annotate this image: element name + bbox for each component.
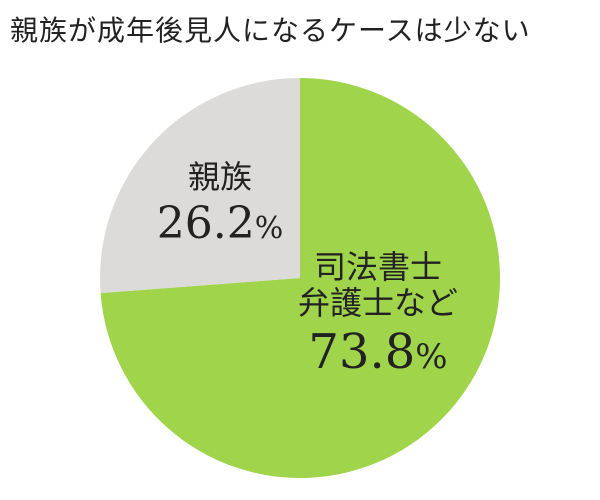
- pie-slice-1: [100, 78, 301, 294]
- slice-value-label: 26.2%: [157, 198, 283, 249]
- pie-slice-0: [100, 78, 501, 479]
- chart-title: 親族が成年後見人になるケースは少ない: [10, 14, 531, 47]
- slice-category-label: 親族: [188, 158, 252, 196]
- slice-value-label: 73.8%: [308, 324, 447, 380]
- slice-category-label: 司法書士: [314, 248, 442, 286]
- slice-category-label: 弁護士など: [298, 284, 458, 322]
